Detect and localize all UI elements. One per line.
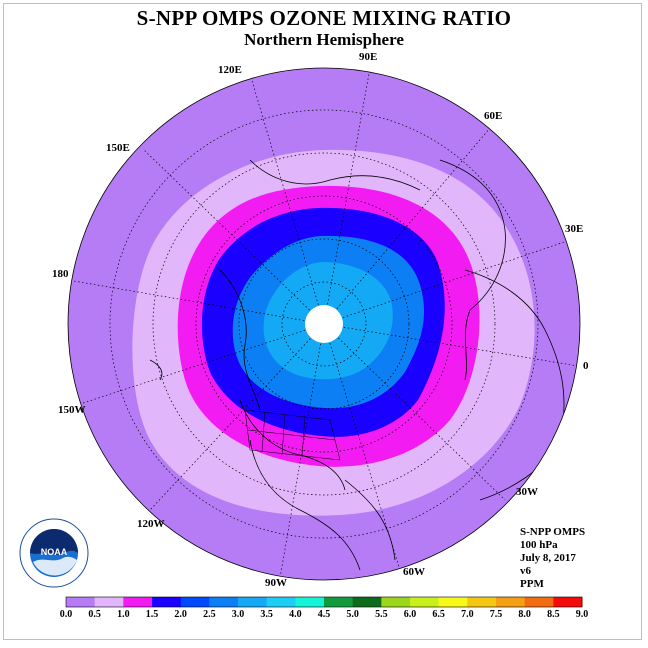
info-version: v6 <box>520 565 531 577</box>
colorbar-swatch <box>352 597 382 607</box>
info-date: July 8, 2017 <box>520 552 576 564</box>
lon-label-120e: 120E <box>218 64 242 76</box>
lon-label-120w: 120W <box>137 518 165 530</box>
colorbar-tick-label: 0.0 <box>59 609 73 620</box>
info-pressure: 100 hPa <box>520 539 558 551</box>
lon-label-30e: 30E <box>565 223 584 235</box>
colorbar-swatch <box>410 597 440 607</box>
colorbar-swatch <box>266 597 296 607</box>
info-satellite: S-NPP OMPS <box>520 526 586 538</box>
colorbar-tick-label: 1.0 <box>117 609 130 620</box>
colorbar-tick-label: 7.0 <box>461 609 474 620</box>
colorbar-tick-label: 9.0 <box>575 609 589 620</box>
colorbar-tick-label: 6.5 <box>432 609 445 620</box>
colorbar-swatch <box>238 597 268 607</box>
colorbar-swatch <box>496 597 526 607</box>
noaa-logo: NOAA <box>19 518 89 588</box>
lon-label-30w: 30W <box>516 486 538 498</box>
colorbar-swatch <box>209 597 239 607</box>
colorbar-tick-label: 5.5 <box>375 609 388 620</box>
map-subtitle: Northern Hemisphere <box>244 30 404 49</box>
colorbar-swatch <box>180 597 210 607</box>
colorbar-swatch <box>295 597 325 607</box>
colorbar-tick-label: 4.5 <box>317 609 331 620</box>
colorbar-tick-label: 6.0 <box>403 609 417 620</box>
colorbar-swatch <box>438 597 468 607</box>
colorbar-tick-label: 0.5 <box>88 609 101 620</box>
colorbar-swatch <box>467 597 497 607</box>
colorbar-swatch <box>381 597 411 607</box>
colorbar-tick-label: 2.0 <box>174 609 187 620</box>
lon-label-180: 180 <box>52 268 69 280</box>
colorbar-tick-label: 1.5 <box>145 609 159 620</box>
colorbar-swatch <box>524 597 554 607</box>
colorbar-tick-label: 8.5 <box>547 609 560 620</box>
colorbar <box>65 596 583 608</box>
info-units: PPM <box>520 578 544 590</box>
info-block: S-NPP OMPS 100 hPa July 8, 2017 v6 PPM <box>520 526 585 591</box>
colorbar-tick-label: 3.0 <box>231 609 245 620</box>
colorbar-swatch <box>324 597 354 607</box>
colorbar-tick-label: 5.0 <box>346 609 359 620</box>
colorbar-tick-label: 8.0 <box>518 609 531 620</box>
lon-label-60e: 60E <box>484 110 503 122</box>
figure-frame <box>3 3 642 640</box>
colorbar-swatch <box>152 597 182 607</box>
colorbar-tick-label: 3.5 <box>260 609 273 620</box>
lon-label-60w: 60W <box>403 566 425 578</box>
colorbar-swatch <box>123 597 153 607</box>
lon-label-150e: 150E <box>106 142 130 154</box>
colorbar-swatch <box>553 597 583 607</box>
colorbar-swatch <box>94 597 124 607</box>
colorbar-tick-label: 2.5 <box>203 609 216 620</box>
lon-label-90e: 90E <box>359 51 378 63</box>
lon-label-90w: 90W <box>265 577 287 589</box>
colorbar-tick-label: 7.5 <box>489 609 503 620</box>
colorbar-tick-label: 4.0 <box>289 609 302 620</box>
svg-text:NOAA: NOAA <box>41 547 68 557</box>
map-title: S-NPP OMPS OZONE MIXING RATIO <box>136 6 512 30</box>
lon-label-0: 0 <box>583 360 589 372</box>
pole-no-data <box>305 305 343 343</box>
lon-label-150w: 150W <box>58 404 86 416</box>
colorbar-swatch <box>66 597 96 607</box>
